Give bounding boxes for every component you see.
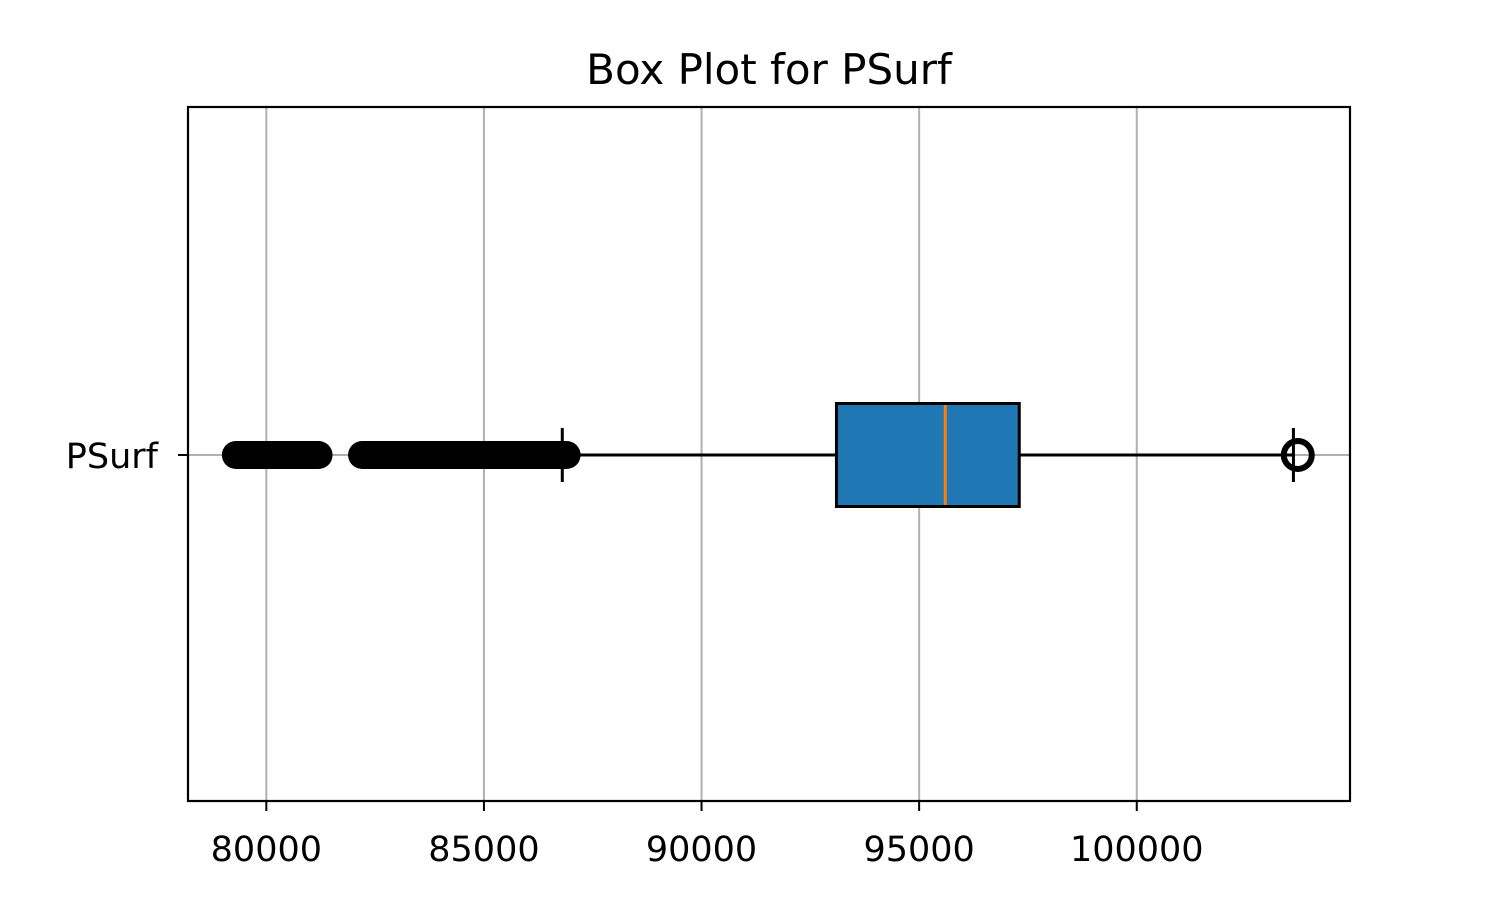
box-plot-layer [221, 402, 1315, 508]
high-outlier-point [1280, 438, 1315, 472]
x-tick-label: 90000 [646, 830, 757, 870]
y-axis-ticks: PSurf [66, 437, 188, 477]
x-axis-ticks: 80000 85000 90000 95000 100000 [211, 801, 1204, 870]
iqr-box [834, 402, 1021, 508]
x-tick-label: 100000 [1070, 830, 1204, 870]
y-tick-label: PSurf [66, 437, 159, 477]
x-tick-label: 85000 [428, 830, 539, 870]
x-tick-label: 95000 [863, 830, 974, 870]
chart-title: Box Plot for PSurf [586, 45, 953, 94]
x-tick-label: 80000 [211, 830, 322, 870]
